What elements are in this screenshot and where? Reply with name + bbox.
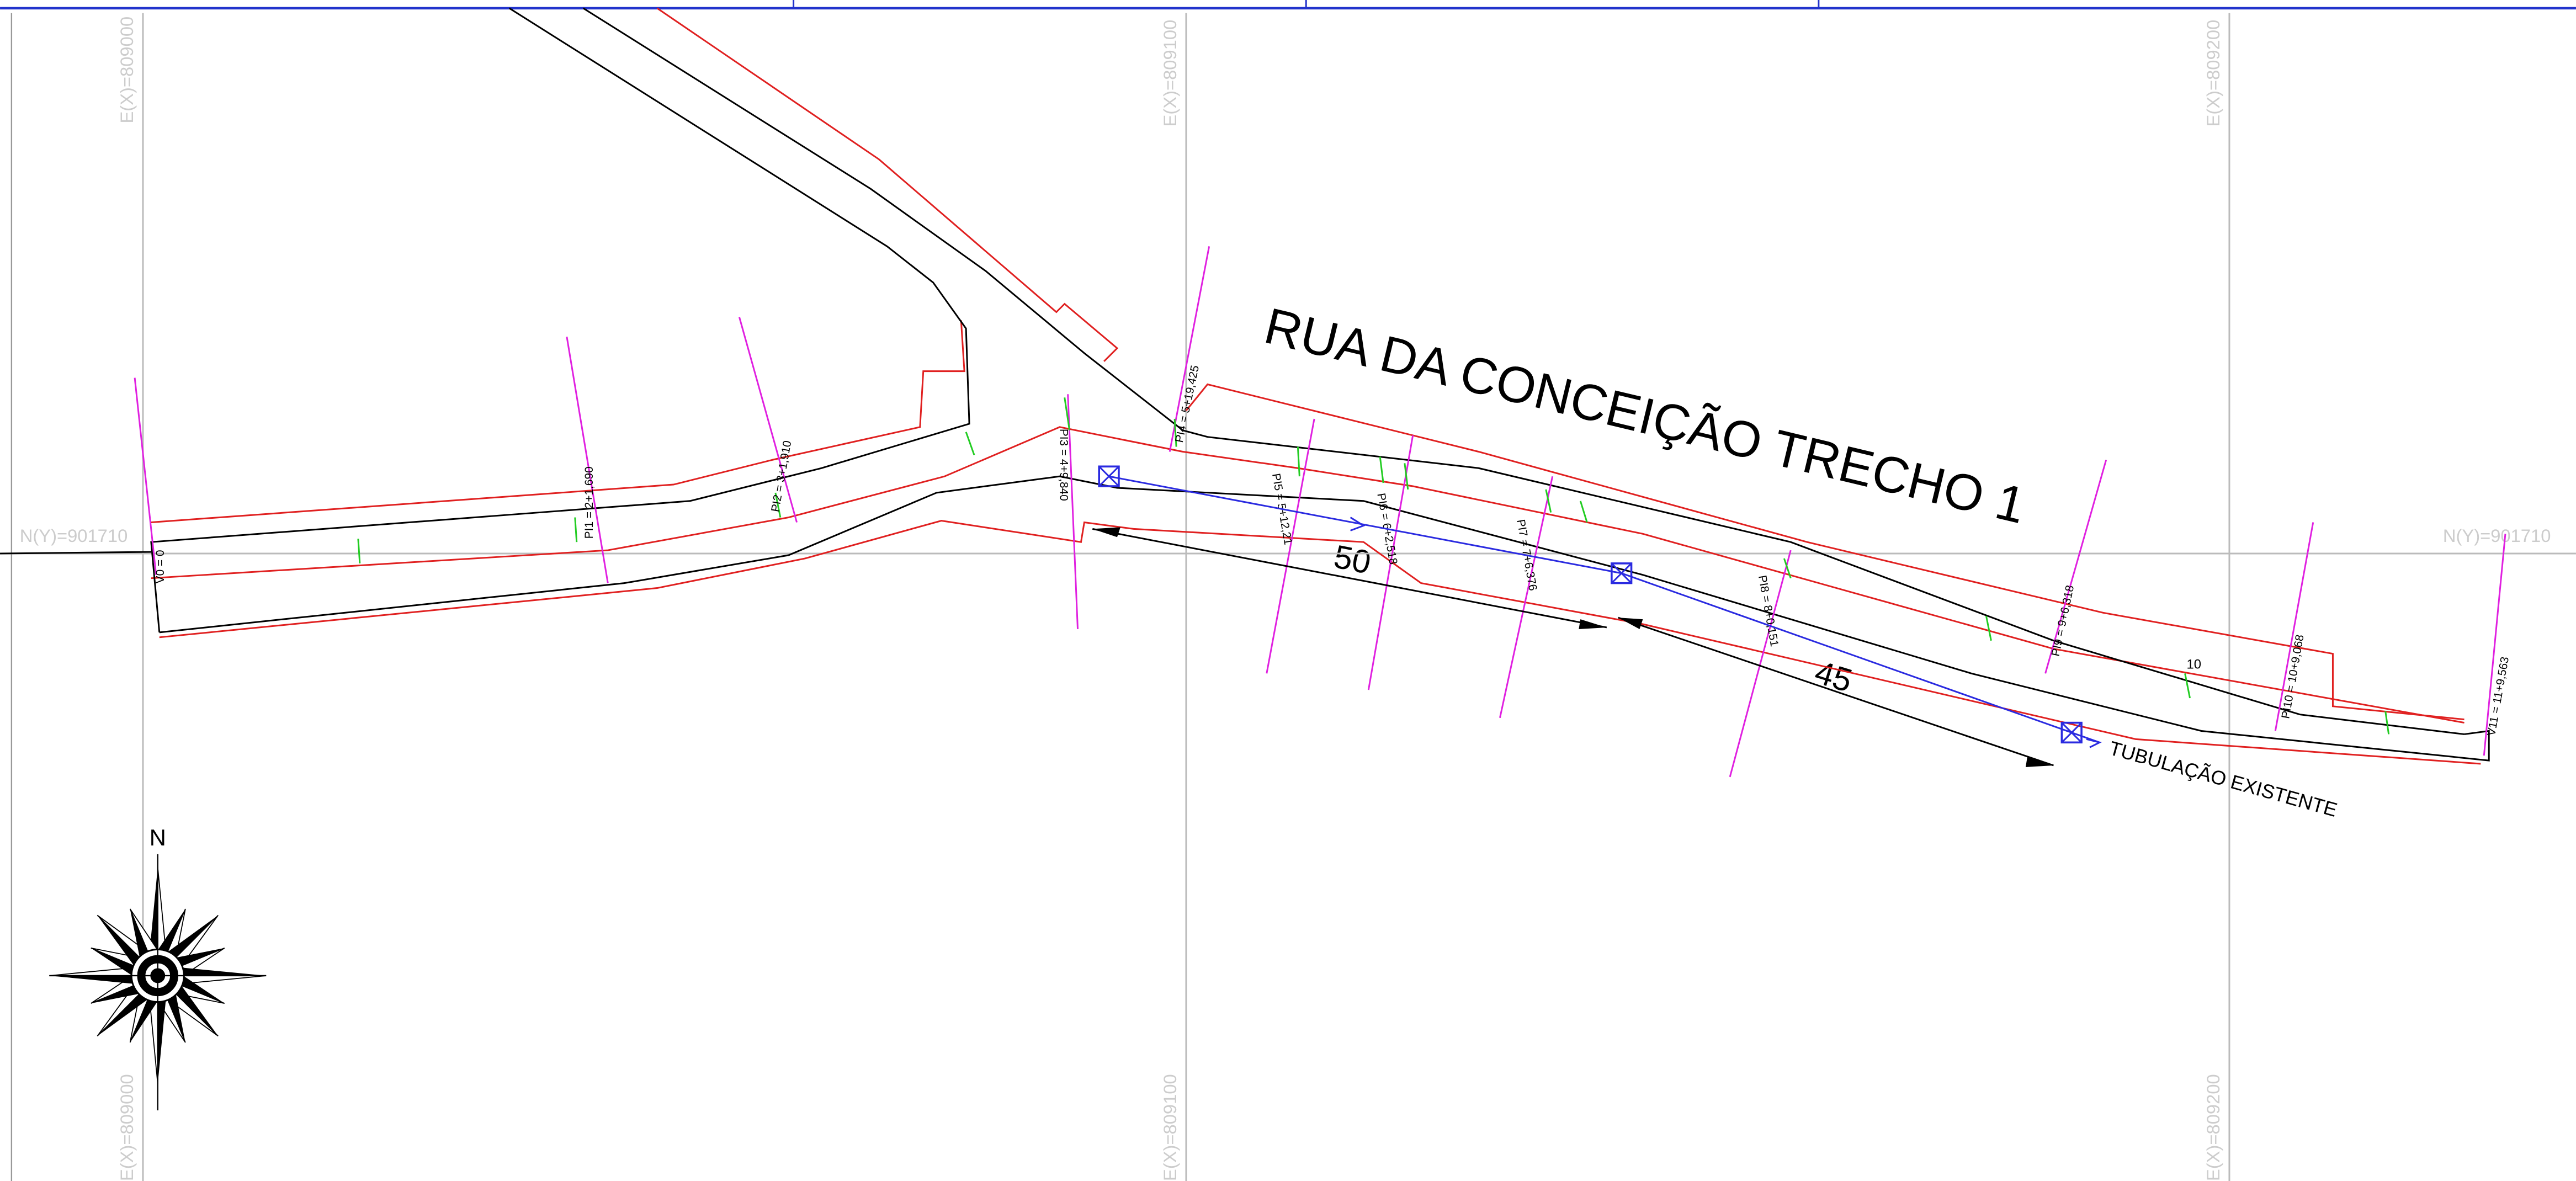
grid-label: E(X)=809200	[2203, 1074, 2223, 1181]
site-plan: RUA DA CONCEIÇÃO TRECHO 1 TUBULAÇÃO EXIS…	[0, 0, 2576, 1181]
grid-label: E(X)=809000	[116, 1074, 137, 1181]
grid-label: E(X)=809100	[1160, 20, 1180, 127]
background	[0, 0, 2576, 1181]
station-label: PI1 = 2+1,690	[583, 466, 596, 539]
grid-label: N(Y)=901710	[20, 525, 128, 546]
page: { "title": "RUA DA CONCEIÇÃO TRECHO 1", …	[0, 0, 2576, 1181]
grid-label: E(X)=809100	[1160, 1074, 1180, 1181]
north-label: N	[150, 824, 166, 850]
grid-label: E(X)=809200	[2203, 20, 2223, 127]
station-label: V0 = 0	[154, 550, 167, 583]
station-label: PI3 = 4+9,840	[1057, 429, 1070, 501]
grid-label: E(X)=809000	[116, 17, 137, 124]
marker-label: 10	[2187, 657, 2201, 672]
grid-label: N(Y)=901710	[2443, 525, 2551, 546]
